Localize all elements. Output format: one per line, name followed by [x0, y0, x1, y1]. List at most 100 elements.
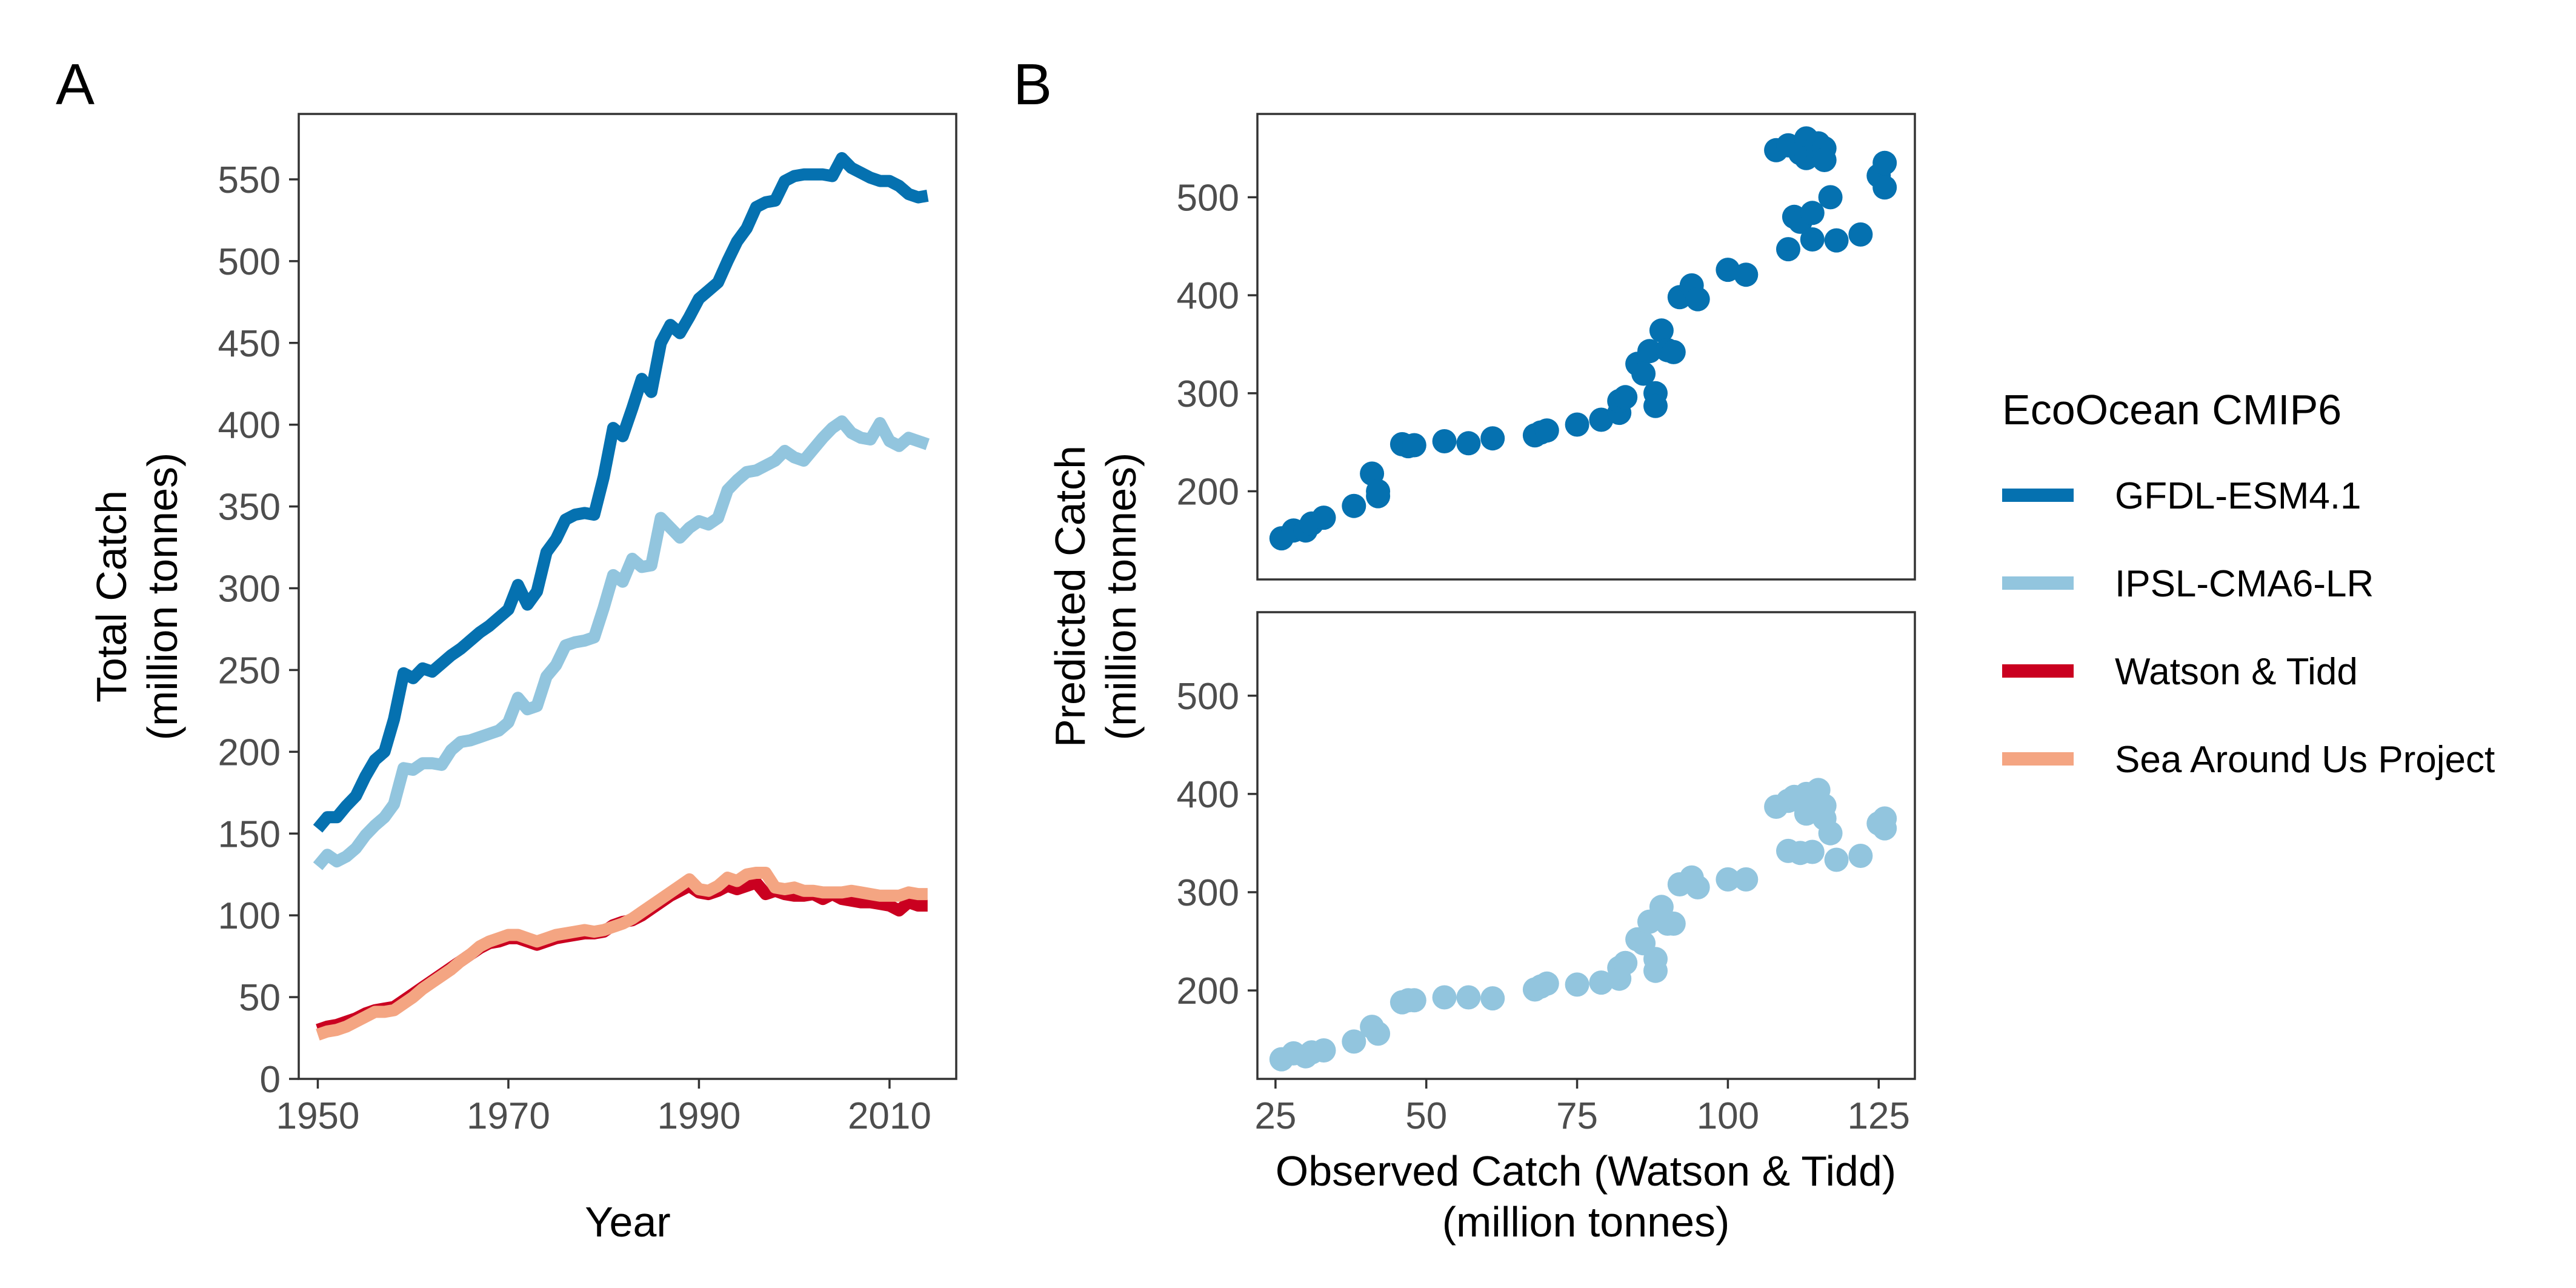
legend-item: IPSL-CMA6-LR [2002, 563, 2374, 605]
scatter-point [1872, 806, 1897, 831]
panel-b-top-y-axis: 200 300 400 500 [1177, 177, 1257, 513]
legend-label: Watson & Tidd [2115, 651, 2358, 693]
panel-a-x-axis-title: Year [585, 1198, 670, 1246]
scatter-point [1613, 385, 1638, 410]
legend-item: GFDL-ESM4.1 [2002, 475, 2361, 517]
panel-b-top-frame [1256, 113, 1916, 581]
scatter-point [1661, 911, 1686, 936]
panel-a-frame [298, 113, 957, 1080]
scatter-point [1800, 201, 1825, 225]
legend-label: GFDL-ESM4.1 [2115, 475, 2361, 517]
x-tick-label: 1970 [467, 1095, 550, 1137]
panel-b-bottom-points [1269, 778, 1897, 1072]
scatter-point [1848, 222, 1873, 247]
legend-title: EcoOcean CMIP6 [2002, 386, 2341, 433]
scatter-point [1824, 228, 1849, 253]
y-tick-label: 300 [1177, 373, 1239, 415]
y-tick-label: 50 [239, 977, 281, 1019]
scatter-point [1480, 986, 1505, 1011]
scatter-point [1342, 493, 1366, 518]
scatter-point [1685, 287, 1710, 312]
legend-label: IPSL-CMA6-LR [2115, 563, 2374, 605]
panel-a-y-axis-title-units: (million tonnes) [139, 453, 186, 741]
y-tick-label: 200 [1177, 471, 1239, 513]
x-tick-label: 1950 [276, 1095, 359, 1137]
x-tick-label: 1990 [657, 1095, 741, 1137]
scatter-point [1643, 958, 1668, 983]
x-tick-label: 50 [1405, 1095, 1447, 1137]
y-tick-label: 400 [1177, 774, 1239, 816]
y-tick-label: 400 [1177, 275, 1239, 317]
y-tick-label: 500 [1177, 177, 1239, 219]
scatter-point [1643, 393, 1668, 418]
scatter-point [1800, 839, 1825, 864]
scatter-point [1366, 479, 1391, 504]
panel-a-x-axis: 1950 1970 1990 2010 [276, 1079, 931, 1137]
legend-swatch [2002, 664, 2074, 678]
scatter-point [1661, 339, 1686, 364]
scatter-point [1534, 971, 1559, 996]
panel-b-y-axis-title: Predicted Catch [1047, 445, 1094, 747]
scatter-point [1631, 361, 1656, 386]
legend: EcoOcean CMIP6 GFDL-ESM4.1 IPSL-CMA6-LR Wa… [2002, 386, 2495, 781]
scatter-point [1776, 237, 1800, 262]
legend-label: Sea Around Us Project [2115, 739, 2495, 781]
panel-b-y-axis-title-units: (million tonnes) [1097, 453, 1145, 741]
panel-b-bottom-frame [1256, 611, 1916, 1080]
panel-b-tag: B [1013, 52, 1052, 117]
scatter-point [1818, 185, 1843, 210]
scatter-point [1734, 867, 1759, 892]
legend-item: Sea Around Us Project [2002, 739, 2495, 781]
legend-items: GFDL-ESM4.1 IPSL-CMA6-LR Watson & Tidd Sea … [2002, 475, 2495, 781]
y-tick-label: 500 [1177, 676, 1239, 718]
panel-a-series-lines [313, 152, 930, 1041]
panel-a-y-axis: 0 50 100 150 200 250 300 350 400 450 500 550 [218, 159, 299, 1101]
panel-b-x-axis-title-units: (million tonnes) [1442, 1198, 1730, 1246]
scatter-point [1342, 1029, 1366, 1054]
x-tick-label: 2010 [848, 1095, 931, 1137]
scatter-point [1800, 227, 1825, 252]
y-tick-label: 450 [218, 323, 281, 365]
scatter-point [1818, 821, 1843, 846]
scatter-point [1480, 426, 1505, 451]
y-tick-label: 350 [218, 487, 281, 529]
legend-swatch [2002, 576, 2074, 590]
x-tick-label: 75 [1556, 1095, 1598, 1137]
scatter-point [1649, 318, 1674, 343]
y-tick-label: 500 [218, 241, 281, 283]
y-tick-label: 250 [218, 650, 281, 692]
y-tick-label: 300 [218, 569, 281, 610]
series-line-ipsl-cma6-lr [313, 415, 930, 870]
panel-b-top-scatter: 200 300 400 500 [1177, 113, 1916, 581]
scatter-point [1432, 985, 1457, 1010]
panel-b-x-axis-title: Observed Catch (Watson & Tidd) [1276, 1147, 1896, 1195]
panel-a-tag: A [56, 52, 95, 117]
y-tick-label: 150 [218, 813, 281, 855]
scatter-point [1456, 431, 1481, 456]
scatter-point [1589, 970, 1614, 995]
panel-b-bottom-y-axis: 200 300 400 500 [1177, 676, 1257, 1012]
scatter-point [1637, 339, 1662, 364]
y-tick-label: 200 [218, 732, 281, 773]
y-tick-label: 200 [1177, 970, 1239, 1012]
scatter-point [1402, 433, 1426, 458]
x-tick-label: 100 [1697, 1095, 1759, 1137]
legend-item: Watson & Tidd [2002, 651, 2358, 693]
scatter-point [1734, 262, 1759, 287]
scatter-point [1824, 847, 1849, 872]
scatter-point [1716, 867, 1740, 892]
scatter-point [1872, 175, 1897, 200]
series-line-sea-around-us-project [316, 867, 928, 1041]
y-tick-label: 100 [218, 895, 281, 937]
scatter-point [1402, 988, 1426, 1013]
panel-b-bottom-x-axis: 25 50 75 100 125 [1254, 1079, 1910, 1137]
scatter-point [1565, 972, 1589, 997]
legend-swatch [2002, 752, 2074, 766]
scatter-point [1613, 950, 1638, 975]
scatter-point [1812, 148, 1837, 172]
y-tick-label: 550 [218, 159, 281, 201]
x-tick-label: 125 [1848, 1095, 1910, 1137]
panel-b-bottom-scatter: 200 300 400 500 25 50 75 100 125 Observed Catch… [1177, 611, 1916, 1246]
